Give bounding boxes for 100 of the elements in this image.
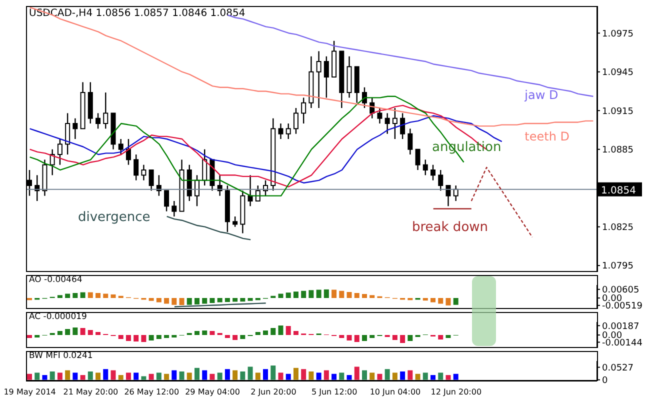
bar — [232, 298, 238, 302]
bar — [438, 335, 444, 340]
bar — [362, 335, 367, 341]
bar — [141, 335, 146, 342]
bar — [354, 366, 360, 380]
bar — [346, 375, 352, 380]
x-tick-label: 26 May 12:00 — [124, 388, 180, 397]
bar — [270, 366, 276, 380]
x-tick-label: 21 May 20:00 — [63, 388, 118, 397]
bar — [400, 335, 406, 343]
x-tick-label: 29 May 04:00 — [185, 388, 240, 397]
bar — [96, 372, 101, 380]
y-tick-label: 0.00187 — [602, 322, 640, 332]
bar — [202, 298, 208, 304]
candlestick — [103, 92, 108, 130]
bar — [324, 370, 329, 380]
y-tick-label: 0 — [602, 376, 608, 386]
bar — [263, 369, 268, 380]
bar — [164, 374, 170, 380]
bar — [148, 298, 154, 301]
bar — [186, 372, 192, 380]
candlestick — [438, 169, 444, 192]
x-tick-label: 12 Jun 20:00 — [430, 388, 482, 397]
bar — [255, 332, 260, 335]
bar — [446, 335, 451, 338]
bar — [57, 295, 62, 298]
bar — [224, 335, 230, 338]
bar — [103, 294, 108, 298]
bar — [164, 335, 170, 338]
bar — [453, 374, 458, 380]
bar — [408, 335, 413, 341]
bar — [96, 332, 101, 335]
bar — [392, 372, 398, 380]
candlestick — [430, 164, 436, 181]
candlestick — [57, 138, 62, 166]
bar — [354, 335, 360, 342]
bar — [286, 292, 291, 298]
candlestick — [148, 169, 154, 192]
bar — [332, 374, 337, 380]
y-tick-label: -0.00519 — [602, 302, 643, 312]
bar — [278, 372, 284, 380]
bar — [362, 370, 367, 380]
bar — [438, 372, 444, 380]
annotation: break down — [412, 220, 488, 235]
bar — [224, 298, 230, 302]
bar — [354, 293, 360, 298]
bar — [384, 369, 390, 380]
bar — [65, 370, 70, 380]
bar — [293, 331, 298, 335]
candlestick — [384, 112, 390, 134]
bar — [80, 375, 86, 380]
bar — [301, 290, 306, 298]
bar — [126, 335, 131, 341]
bar — [263, 330, 268, 335]
bar — [408, 370, 413, 380]
annotation: divergence — [78, 210, 150, 225]
candlestick — [400, 112, 406, 140]
bar — [202, 370, 208, 380]
bar — [346, 292, 352, 298]
bar — [415, 374, 420, 380]
bar — [248, 366, 253, 380]
bar — [110, 370, 116, 380]
y-tick-label: 1.0975 — [602, 29, 634, 40]
candlestick — [172, 200, 177, 218]
bar — [430, 298, 436, 302]
candlestick — [72, 118, 78, 140]
bar — [400, 371, 406, 380]
candlestick — [324, 56, 329, 98]
candlestick — [377, 107, 382, 124]
bar — [339, 335, 344, 338]
bar — [126, 372, 131, 380]
bar — [172, 370, 177, 380]
bar — [430, 375, 436, 380]
y-tick-label: 0.00605 — [602, 286, 640, 296]
bar — [57, 372, 62, 380]
bar — [301, 369, 306, 380]
bar — [103, 369, 108, 380]
bar — [339, 372, 344, 380]
bar — [370, 295, 375, 298]
candlestick — [316, 50, 322, 109]
bar — [362, 294, 367, 298]
candlestick — [453, 184, 458, 202]
bar — [316, 290, 322, 298]
y-tick-label: 1.0945 — [602, 68, 634, 78]
bar — [172, 298, 177, 305]
candlestick — [293, 107, 298, 134]
bar — [186, 298, 192, 305]
bar — [339, 290, 344, 298]
bar — [422, 298, 428, 301]
bar — [377, 374, 382, 380]
bar — [27, 374, 32, 380]
bar — [50, 371, 55, 380]
candlestick — [415, 148, 420, 171]
bar — [240, 371, 246, 380]
bar — [293, 292, 298, 298]
y-tick-label: 1.0825 — [602, 223, 634, 233]
bar — [194, 331, 200, 335]
bar — [88, 292, 93, 298]
bar — [270, 328, 276, 335]
bar — [141, 376, 146, 380]
